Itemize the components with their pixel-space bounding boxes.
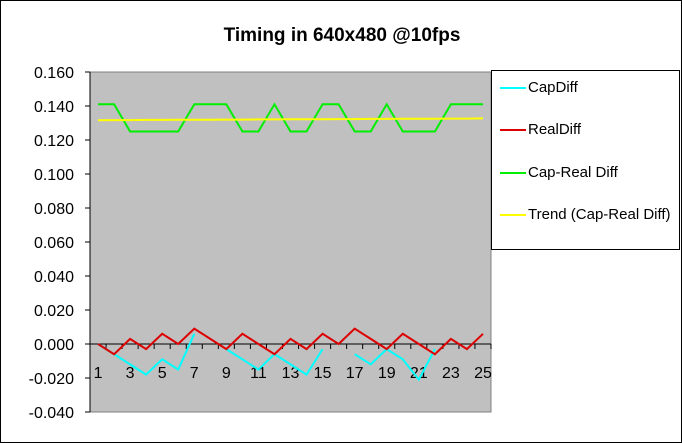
x-tick-label: 25: [474, 365, 492, 382]
chart-title: Timing in 640x480 @10fps: [223, 25, 461, 46]
legend-label: Trend (Cap-Real Diff): [528, 206, 671, 223]
x-tick-label: 23: [442, 365, 460, 382]
x-tick-label: 11: [250, 365, 267, 382]
legend-swatch: [500, 87, 526, 89]
y-tick-label: 0.100: [34, 167, 74, 184]
series-line-trend-cap-real-diff: [97, 117, 484, 122]
y-tick-label: 0.060: [34, 235, 74, 252]
y-tick-label: -0.020: [29, 371, 74, 388]
x-tick-label: 17: [346, 365, 364, 382]
y-tick-label: -0.040: [29, 405, 74, 422]
x-tick-label: 19: [378, 365, 396, 382]
y-tick-label: 0.160: [34, 65, 74, 82]
legend-label: Cap-Real Diff: [528, 164, 618, 181]
y-tick-label: 0.020: [34, 303, 74, 320]
x-tick-label: 13: [282, 365, 300, 382]
y-tick-label: 0.080: [34, 201, 74, 218]
x-tick-label: 15: [314, 365, 332, 382]
series-line-realdiff: [97, 327, 484, 356]
x-tick-label: 7: [190, 365, 199, 382]
legend-swatch: [500, 129, 526, 131]
x-tick-label: 3: [126, 365, 135, 382]
y-tick-label: 0.040: [34, 269, 74, 286]
legend-label: CapDiff: [528, 79, 578, 96]
legend-label: RealDiff: [528, 121, 582, 138]
series-line-capdiff: [354, 347, 436, 382]
y-tick-label: 0.120: [34, 133, 74, 150]
y-tick-label: 0.000: [34, 337, 74, 354]
legend-swatch: [500, 214, 526, 216]
x-tick-label: 1: [94, 365, 103, 382]
y-tick-label: 0.140: [34, 99, 74, 116]
series-line-cap-real-diff: [98, 102, 483, 133]
plot-area: [89, 71, 492, 413]
x-tick-label: 5: [158, 365, 167, 382]
legend: CapDiff RealDiff Cap-Real Diff Trend (Cap-R…: [491, 70, 680, 250]
x-tick-label: 9: [222, 365, 231, 382]
legend-swatch: [500, 172, 526, 174]
